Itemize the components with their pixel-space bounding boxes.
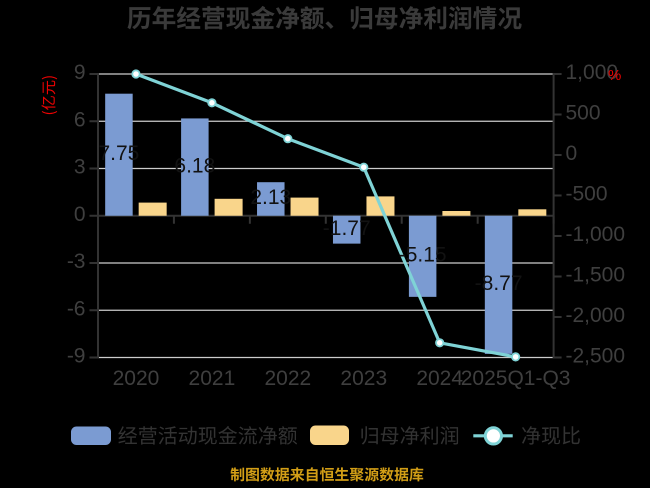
svg-text:-1,500: -1,500 bbox=[566, 264, 626, 287]
svg-text:-2,500: -2,500 bbox=[566, 345, 626, 368]
svg-text:3: 3 bbox=[74, 156, 86, 179]
svg-text:%: % bbox=[608, 67, 621, 84]
svg-text:2021: 2021 bbox=[189, 367, 236, 390]
svg-text:-6: -6 bbox=[67, 297, 86, 320]
svg-text:-9: -9 bbox=[67, 345, 86, 368]
svg-text:1,000: 1,000 bbox=[566, 61, 619, 84]
svg-text:2024: 2024 bbox=[416, 367, 463, 390]
svg-text:-500: -500 bbox=[566, 183, 608, 206]
svg-text:2023: 2023 bbox=[340, 367, 387, 390]
svg-text:2.13: 2.13 bbox=[250, 186, 291, 209]
svg-text:0: 0 bbox=[566, 142, 578, 165]
svg-text:-5.15: -5.15 bbox=[399, 244, 447, 267]
svg-text:6: 6 bbox=[74, 108, 86, 131]
svg-text:2025Q1-Q3: 2025Q1-Q3 bbox=[461, 367, 571, 390]
svg-text:9: 9 bbox=[74, 61, 86, 84]
svg-text:-1,000: -1,000 bbox=[566, 223, 626, 246]
svg-text:-1.77: -1.77 bbox=[323, 217, 371, 240]
svg-text:0: 0 bbox=[74, 203, 86, 226]
svg-text:2022: 2022 bbox=[264, 367, 311, 390]
svg-text:500: 500 bbox=[566, 102, 601, 125]
svg-text:-3: -3 bbox=[67, 250, 86, 273]
svg-text:7.75: 7.75 bbox=[98, 142, 139, 165]
svg-text:-2,000: -2,000 bbox=[566, 304, 626, 327]
svg-text:6.18: 6.18 bbox=[174, 154, 215, 177]
svg-text:-8.77: -8.77 bbox=[475, 272, 523, 295]
svg-text:2020: 2020 bbox=[113, 367, 160, 390]
